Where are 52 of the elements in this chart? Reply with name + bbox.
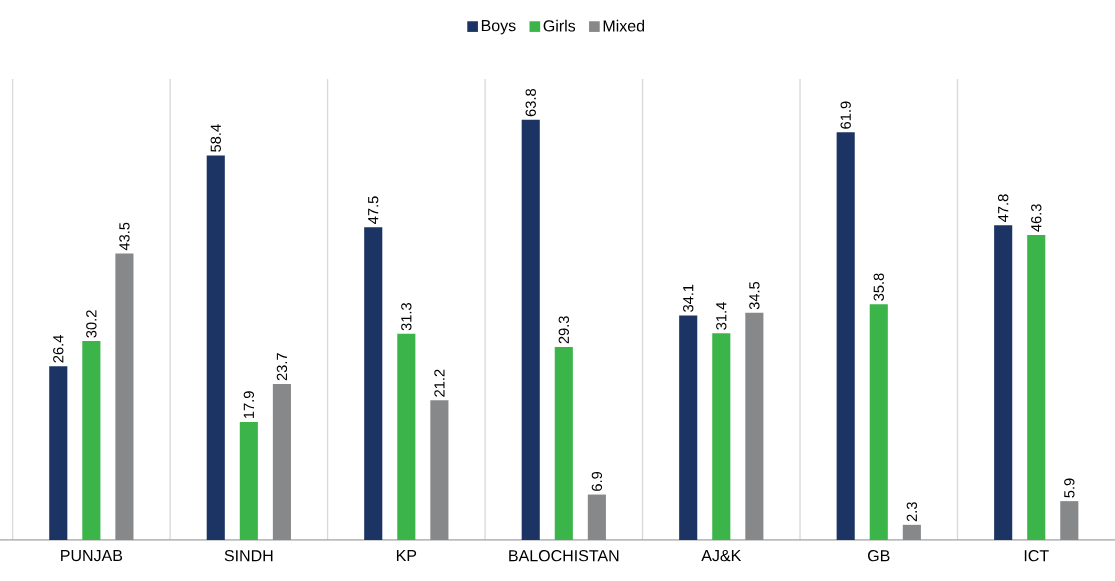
data-label: 47.5 xyxy=(368,196,379,224)
x-tick-label: GB xyxy=(868,550,890,562)
bar xyxy=(115,253,134,540)
bar xyxy=(1027,235,1046,540)
bar xyxy=(430,400,449,540)
data-label: 46.3 xyxy=(1031,204,1042,232)
data-label: 43.5 xyxy=(119,222,130,251)
bar xyxy=(239,422,258,540)
bar xyxy=(587,494,606,540)
bar xyxy=(272,383,291,540)
data-label: 35.8 xyxy=(873,273,884,301)
data-label: 61.9 xyxy=(840,101,851,129)
legend-label: Boys xyxy=(481,20,516,35)
bar xyxy=(994,225,1013,540)
bar xyxy=(206,155,225,540)
data-label: 31.4 xyxy=(716,302,727,330)
data-label: 58.4 xyxy=(210,124,221,152)
x-tick-label: ICT xyxy=(1024,550,1049,562)
bar xyxy=(836,132,855,540)
x-tick-label: PUNJAB xyxy=(61,550,123,562)
bar xyxy=(521,119,540,540)
data-label: 23.7 xyxy=(276,353,288,381)
bar xyxy=(82,341,101,540)
data-label: 26.4 xyxy=(53,335,64,363)
data-label: 34.5 xyxy=(749,281,760,310)
bar xyxy=(869,304,888,540)
x-tick-label: SINDH xyxy=(224,550,273,562)
bar xyxy=(902,524,921,540)
bar xyxy=(745,312,764,540)
data-label: 29.3 xyxy=(558,316,569,344)
legend-label: Girls xyxy=(543,19,576,32)
data-label: 30.2 xyxy=(86,310,97,338)
data-label: 2.3 xyxy=(906,502,918,522)
x-tick-label: BALOCHISTAN xyxy=(509,550,619,562)
data-label: 47.8 xyxy=(998,194,1009,222)
bar xyxy=(1060,501,1079,540)
bar xyxy=(397,333,416,540)
x-tick-label: AJ&K xyxy=(701,550,742,562)
data-label: 63.8 xyxy=(525,89,536,117)
bar xyxy=(679,315,698,540)
data-label: 21.2 xyxy=(434,369,445,397)
bar xyxy=(364,227,383,540)
bar xyxy=(712,333,731,540)
data-label: 6.9 xyxy=(591,471,603,491)
bar xyxy=(554,347,573,540)
bar xyxy=(49,366,68,540)
data-label: 5.9 xyxy=(1064,478,1075,498)
data-label: 31.3 xyxy=(401,303,412,331)
data-label: 34.1 xyxy=(683,284,694,312)
legend-label: Mixed xyxy=(603,19,645,32)
data-label: 17.9 xyxy=(243,391,255,419)
x-tick-label: KP xyxy=(396,550,417,562)
